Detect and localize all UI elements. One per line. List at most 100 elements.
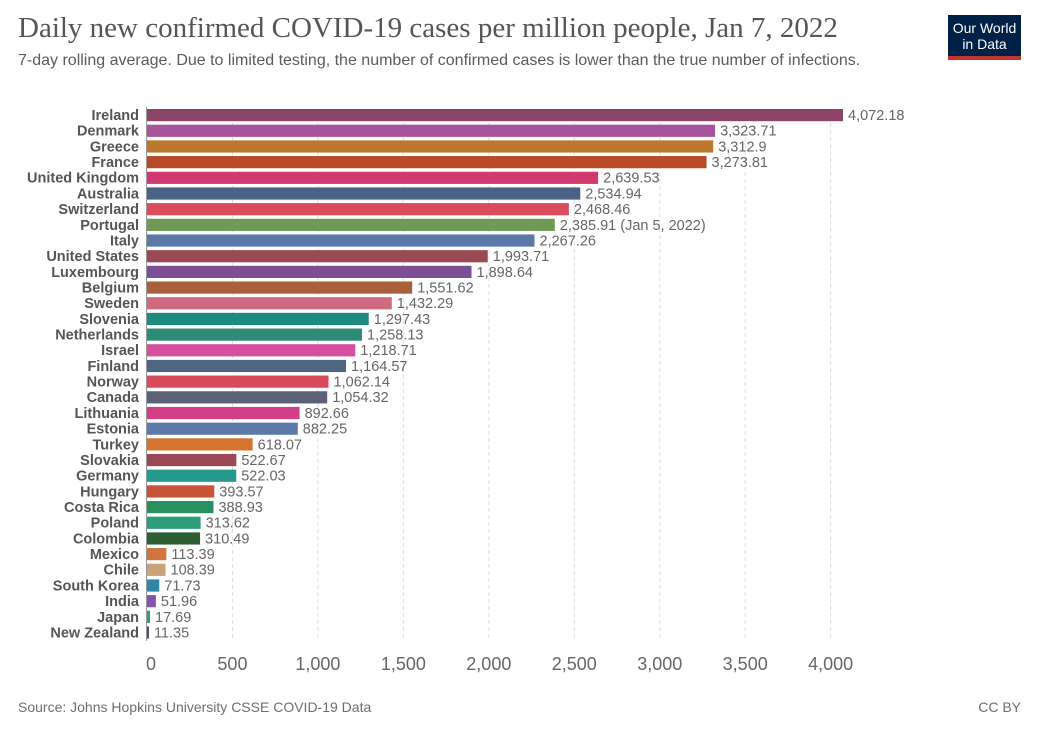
value-label: 2,468.46: [574, 202, 630, 218]
value-label: 2,267.26: [540, 233, 596, 249]
country-label: Slovakia: [80, 453, 140, 469]
country-label: Japan: [97, 610, 139, 626]
x-tick-label: 3,500: [723, 654, 768, 674]
bar-luxembourg: [147, 265, 472, 278]
country-label: Italy: [110, 233, 139, 249]
value-label: 618.07: [258, 437, 302, 453]
country-label: France: [91, 155, 139, 171]
bar-portugal: [147, 218, 555, 231]
bar-finland: [147, 359, 347, 373]
country-label: Norway: [87, 375, 139, 391]
country-label: Portugal: [80, 218, 139, 234]
bar-mexico: [147, 548, 167, 561]
value-label: 1,297.43: [374, 312, 430, 328]
bar-canada: [147, 391, 328, 404]
country-label: India: [105, 594, 140, 610]
bar-united-states: [147, 250, 488, 263]
value-label: 51.96: [161, 594, 197, 610]
country-label: Switzerland: [58, 202, 139, 218]
bar-estonia: [147, 422, 298, 435]
value-label: 1,898.64: [477, 265, 533, 281]
bar-chile: [147, 563, 166, 576]
country-label: Finland: [87, 359, 139, 375]
country-label: Australia: [77, 186, 140, 202]
value-label: 17.69: [155, 610, 191, 626]
value-label: 108.39: [171, 563, 215, 579]
bar-greece: [147, 140, 714, 153]
bar-chart: 0 500 1,000 1,500 2,000 2,500 3,000 3,500 4,000 I…: [27, 107, 904, 674]
country-label: Turkey: [93, 437, 139, 453]
country-label: Estonia: [87, 422, 140, 438]
value-label: 1,054.32: [332, 390, 388, 406]
country-label: Colombia: [73, 531, 140, 547]
value-label: 310.49: [205, 531, 249, 547]
bar-belgium: [147, 281, 413, 294]
logo-line-2: in Data: [962, 36, 1007, 52]
country-label: New Zealand: [50, 625, 139, 641]
value-label: 2,534.94: [585, 186, 641, 202]
license-note[interactable]: CC BY: [978, 699, 1021, 715]
bar-costa-rica: [147, 501, 214, 514]
country-label: Hungary: [80, 484, 139, 500]
value-label: 3,273.81: [712, 155, 768, 171]
x-tick-label: 1,500: [381, 654, 426, 674]
value-label: 522.03: [241, 469, 285, 485]
value-label: 11.35: [154, 625, 189, 641]
value-label: 1,218.71: [360, 343, 416, 359]
value-label: 313.62: [206, 516, 250, 532]
x-tick-label: 2,000: [466, 654, 511, 674]
country-label: Belgium: [82, 280, 139, 296]
bar-israel: [147, 344, 356, 357]
bar-netherlands: [147, 328, 363, 341]
bar-germany: [147, 469, 237, 482]
bar-france: [147, 156, 707, 169]
chart-subtitle: 7-day rolling average. Due to limited te…: [18, 52, 861, 69]
bar-norway: [147, 375, 329, 388]
logo-line-1: Our World: [952, 20, 1017, 36]
bar-united-kingdom: [147, 171, 599, 184]
x-tick-label: 500: [217, 654, 247, 674]
country-label: Israel: [101, 343, 139, 359]
country-label: Chile: [104, 563, 139, 579]
country-label: Luxembourg: [51, 265, 139, 281]
bar-poland: [147, 516, 201, 529]
bar-denmark: [147, 124, 716, 137]
country-label: Denmark: [77, 124, 140, 140]
country-label: Germany: [76, 469, 139, 485]
bar-hungary: [147, 485, 215, 498]
country-label: Ireland: [91, 108, 139, 124]
bar-sweden: [147, 297, 392, 310]
x-tick-label: 4,000: [808, 654, 853, 674]
owid-logo[interactable]: Our World in Data: [948, 15, 1021, 60]
bar-japan: [147, 610, 151, 623]
value-label: 1,062.14: [334, 375, 390, 391]
bar-italy: [147, 234, 535, 247]
value-label: 71.73: [164, 578, 200, 594]
x-tick-label: 1,000: [295, 654, 340, 674]
value-label: 4,072.18: [848, 108, 904, 124]
x-tick-label: 0: [146, 654, 156, 674]
value-label: 1,164.57: [351, 359, 407, 375]
value-label: 1,432.29: [397, 296, 453, 312]
source-note[interactable]: Source: Johns Hopkins University CSSE CO…: [18, 699, 372, 715]
country-label: South Korea: [53, 578, 140, 594]
bar-ireland: [147, 109, 843, 122]
country-label: Canada: [87, 390, 140, 406]
logo-accent-bar: [948, 56, 1021, 60]
bar-turkey: [147, 438, 253, 451]
country-label: Sweden: [84, 296, 139, 312]
bar-south-korea: [147, 579, 160, 592]
bar-slovenia: [147, 312, 369, 326]
value-label: 882.25: [303, 422, 347, 438]
country-label: Poland: [91, 516, 139, 532]
chart-title: Daily new confirmed COVID-19 cases per m…: [18, 12, 838, 44]
bar-slovakia: [147, 453, 237, 467]
value-label: 1,551.62: [417, 280, 473, 296]
country-label: Lithuania: [75, 406, 140, 422]
value-label: 1,993.71: [493, 249, 549, 265]
x-tick-label: 3,000: [637, 654, 682, 674]
value-label: 3,323.71: [720, 124, 776, 140]
value-label: 113.39: [171, 547, 214, 563]
country-label: United Kingdom: [27, 171, 139, 187]
value-label: 393.57: [219, 484, 263, 500]
